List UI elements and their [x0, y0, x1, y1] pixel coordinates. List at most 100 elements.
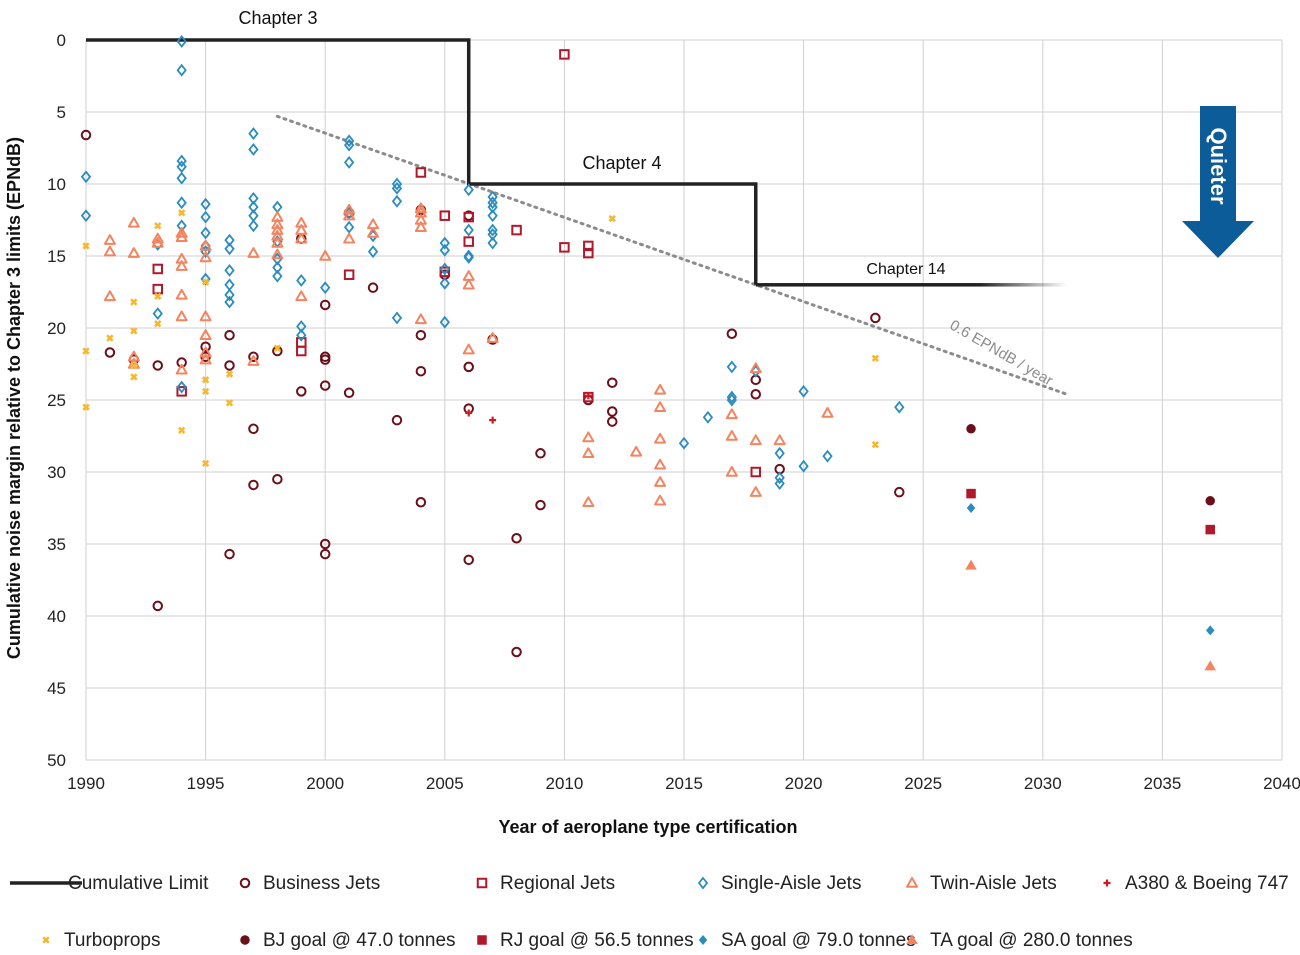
data-point: [822, 449, 833, 463]
annotations: Chapter 3 Chapter 4 Chapter 14 0.6 EPNdB…: [238, 8, 1055, 389]
legend-marker: [906, 877, 918, 888]
legend-label: Regional Jets: [500, 873, 615, 894]
data-point: [654, 383, 667, 395]
data-point: [367, 226, 380, 238]
data-point: [271, 218, 284, 230]
legend-label: A380 & Boeing 747: [1125, 873, 1289, 894]
legend-label: Business Jets: [263, 873, 380, 894]
data-point: [415, 496, 427, 508]
data-point: [199, 353, 212, 365]
data-point: [199, 239, 212, 251]
data-point: [224, 548, 235, 560]
data-point: [414, 221, 427, 232]
data-point: [176, 219, 187, 233]
data-point: [248, 423, 259, 435]
data-point: [463, 183, 474, 197]
data-point: [463, 361, 474, 373]
series-regional-jets: [152, 49, 762, 478]
data-point: [176, 63, 187, 77]
data-point: [630, 445, 643, 457]
data-point: [80, 170, 92, 184]
legend-item: Twin-Aisle Jets: [906, 873, 1057, 894]
data-point: [176, 171, 187, 185]
data-point: [130, 373, 138, 381]
legend-item: Cumulative Limit: [10, 873, 209, 894]
data-point: [319, 380, 331, 391]
series-sa-goal-79-0-tonnes: [966, 503, 1215, 636]
data-point: [439, 210, 451, 221]
data-point: [798, 384, 809, 398]
legend-marker: [42, 936, 50, 944]
legend-item: BJ goal @ 47.0 tonnes: [240, 930, 456, 951]
data-point: [152, 263, 164, 275]
data-point: [200, 210, 211, 224]
data-point: [606, 416, 618, 427]
data-point: [224, 329, 235, 341]
legend-item: Regional Jets: [476, 873, 615, 894]
data-point: [1205, 524, 1215, 535]
quieter-arrow: Quieter: [1182, 106, 1254, 258]
data-point: [247, 247, 260, 258]
data-point: [391, 311, 403, 325]
data-point: [127, 216, 140, 228]
data-point: [439, 276, 450, 290]
data-point: [319, 538, 331, 550]
data-point: [343, 155, 355, 169]
data-point: [224, 278, 235, 292]
legend-marker: [697, 876, 709, 890]
data-point: [201, 387, 210, 396]
data-point: [248, 351, 259, 363]
data-point: [200, 197, 211, 211]
data-point: [750, 466, 762, 478]
data-point: [439, 243, 450, 257]
data-point: [654, 458, 667, 470]
data-point: [465, 409, 473, 417]
data-point: [463, 236, 474, 247]
data-point: [606, 377, 618, 388]
data-point: [103, 245, 116, 257]
data-point: [415, 167, 427, 178]
legend-marker: [476, 877, 488, 889]
legend-marker: [906, 934, 918, 944]
data-point: [248, 479, 259, 491]
data-point: [487, 209, 498, 223]
x-tick-label: 2040: [1263, 774, 1300, 793]
series-bj-goal-47-0-tonnes: [966, 424, 1215, 506]
data-point: [463, 223, 474, 237]
data-point: [273, 344, 282, 352]
data-point: [175, 260, 188, 271]
data-point: [200, 226, 211, 240]
legend-item: TA goal @ 280.0 tonnes: [906, 930, 1133, 951]
legend-item: RJ goal @ 56.5 tonnes: [477, 930, 694, 951]
data-point: [80, 129, 92, 141]
legend-label: SA goal @ 79.0 tonnes: [721, 930, 916, 951]
data-point: [82, 403, 90, 411]
data-point: [176, 160, 187, 174]
data-point: [248, 219, 259, 233]
data-point: [966, 503, 976, 513]
x-tick-label: 2015: [665, 774, 703, 793]
data-point: [176, 386, 187, 397]
data-point: [535, 448, 546, 459]
data-point: [654, 432, 667, 444]
data-point: [463, 250, 474, 264]
data-point: [248, 127, 259, 141]
data-point: [726, 393, 737, 407]
y-tick-label: 20: [47, 319, 66, 338]
data-point: [462, 270, 475, 281]
data-point: [487, 196, 498, 210]
data-point: [343, 269, 355, 280]
legend-item: A380 & Boeing 747: [1103, 873, 1289, 894]
data-point: [774, 446, 785, 460]
data-point: [296, 274, 307, 287]
trend-line: [275, 114, 1069, 396]
data-point: [654, 476, 667, 487]
data-point: [439, 266, 451, 278]
y-tick-label: 10: [47, 175, 66, 194]
data-point: [296, 345, 307, 357]
x-tick-label: 2005: [426, 774, 464, 793]
data-point: [104, 347, 116, 358]
legend-item: Business Jets: [239, 873, 380, 894]
data-point: [414, 313, 427, 325]
data-point: [511, 224, 522, 236]
